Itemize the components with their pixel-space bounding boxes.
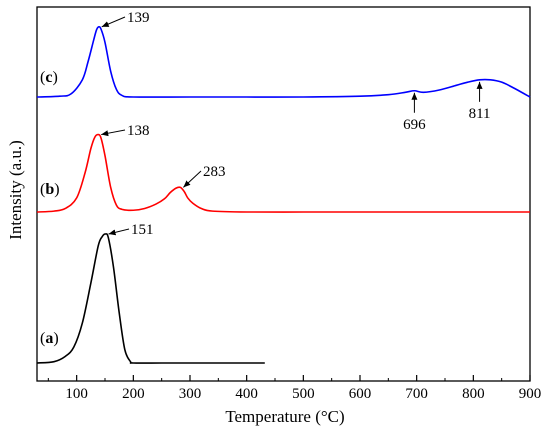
- series-label-a: (a): [40, 330, 59, 347]
- annotation-label: 139: [127, 10, 150, 26]
- x-tick-label: 200: [122, 386, 145, 402]
- annotation-label: 151: [131, 222, 154, 238]
- annotation-arrow: [108, 228, 130, 236]
- series-label-b: (b): [40, 181, 60, 198]
- x-tick-label: 700: [405, 386, 428, 402]
- annotation-arrow: [183, 170, 202, 188]
- x-tick-label: 600: [349, 386, 372, 402]
- x-tick-label: 100: [65, 386, 88, 402]
- series-line-a: [36, 233, 265, 364]
- annotation-arrow: [101, 16, 126, 28]
- annotation-arrow: [101, 129, 126, 137]
- series-label-c: (c): [40, 69, 58, 86]
- x-axis-title: Temperature (°C): [225, 407, 344, 426]
- x-tick-label: 900: [519, 386, 542, 402]
- annotation-label: 696: [403, 117, 426, 133]
- y-axis-title: Intensity (a.u.): [6, 140, 25, 240]
- annotation-label: 811: [469, 106, 491, 122]
- series-line-b: [36, 133, 530, 213]
- annotation-label: 283: [203, 164, 226, 180]
- x-tick-label: 300: [179, 386, 202, 402]
- plot-frame: [36, 6, 531, 382]
- series-line-c: [36, 25, 531, 98]
- plot-border: [36, 6, 531, 382]
- annotation-label: 138: [127, 123, 150, 139]
- annotation-layer: 139 138 283 696 811 151: [101, 10, 491, 238]
- x-tick-label: 400: [235, 386, 258, 402]
- x-tick-label: 800: [462, 386, 485, 402]
- x-tick-label: 500: [292, 386, 315, 402]
- series-layer: (c) (b) (a): [36, 25, 531, 364]
- tick-layer: 100 200 300 400 500 600 700 800 900: [47, 375, 542, 402]
